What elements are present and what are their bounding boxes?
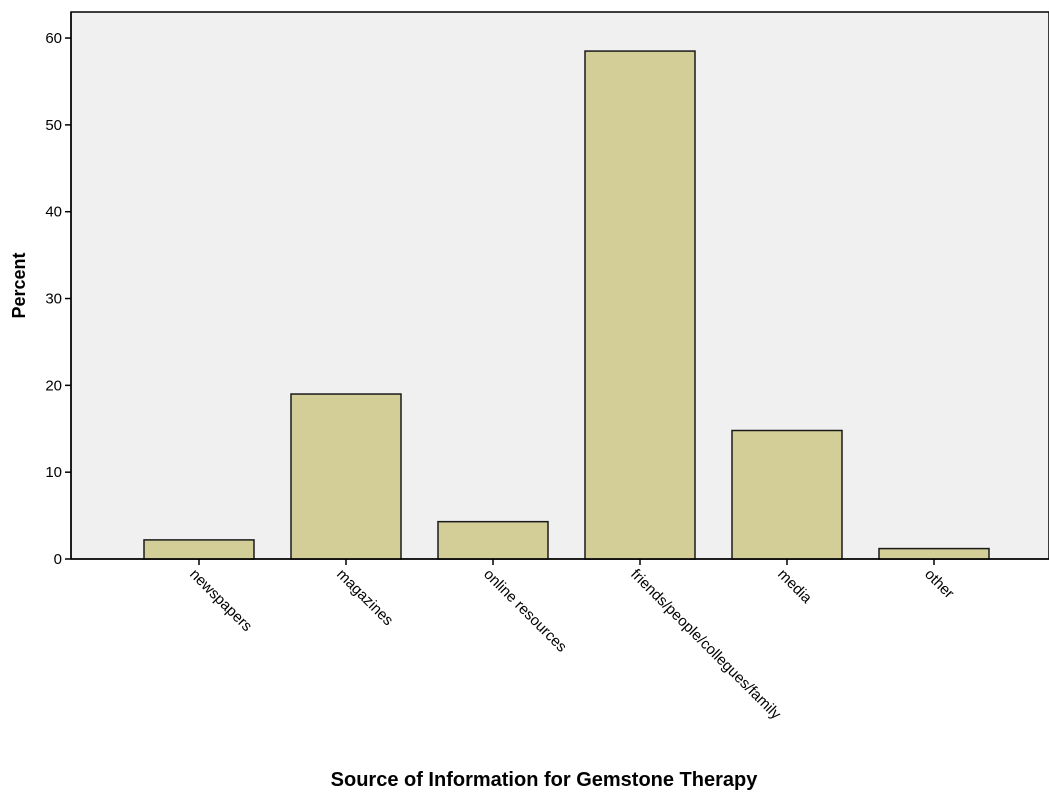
bar-media bbox=[731, 429, 843, 560]
bar-friends bbox=[584, 50, 696, 560]
y-tick-label: 30 bbox=[45, 291, 62, 308]
y-tick-label: 20 bbox=[45, 377, 62, 394]
y-tick-label: 50 bbox=[45, 117, 62, 134]
x-tick-label: online resources bbox=[480, 566, 570, 656]
y-tick-label: 10 bbox=[45, 464, 62, 481]
bar-other bbox=[878, 547, 990, 560]
y-axis-title: Percent bbox=[9, 252, 29, 318]
x-tick-label: media bbox=[774, 566, 815, 607]
bar-newspapers bbox=[143, 539, 255, 560]
y-tick-label: 0 bbox=[54, 551, 62, 568]
y-axis-ticks: 0 10 20 30 40 50 60 bbox=[45, 30, 71, 568]
x-axis-ticks: newspapers magazines online resources frien… bbox=[186, 559, 957, 723]
x-axis-title: Source of Information for Gemstone Thera… bbox=[331, 769, 759, 791]
bar-magazines bbox=[290, 393, 402, 560]
plot-area bbox=[70, 11, 1049, 560]
y-tick-label: 40 bbox=[45, 204, 62, 221]
x-tick-label: magazines bbox=[333, 566, 396, 629]
x-tick-label: friends/people/collegues/family bbox=[627, 566, 784, 723]
x-tick-label: newspapers bbox=[186, 566, 255, 635]
bar-online-resources bbox=[437, 520, 549, 560]
x-tick-label: other bbox=[921, 566, 957, 602]
y-tick-label: 60 bbox=[45, 30, 62, 47]
